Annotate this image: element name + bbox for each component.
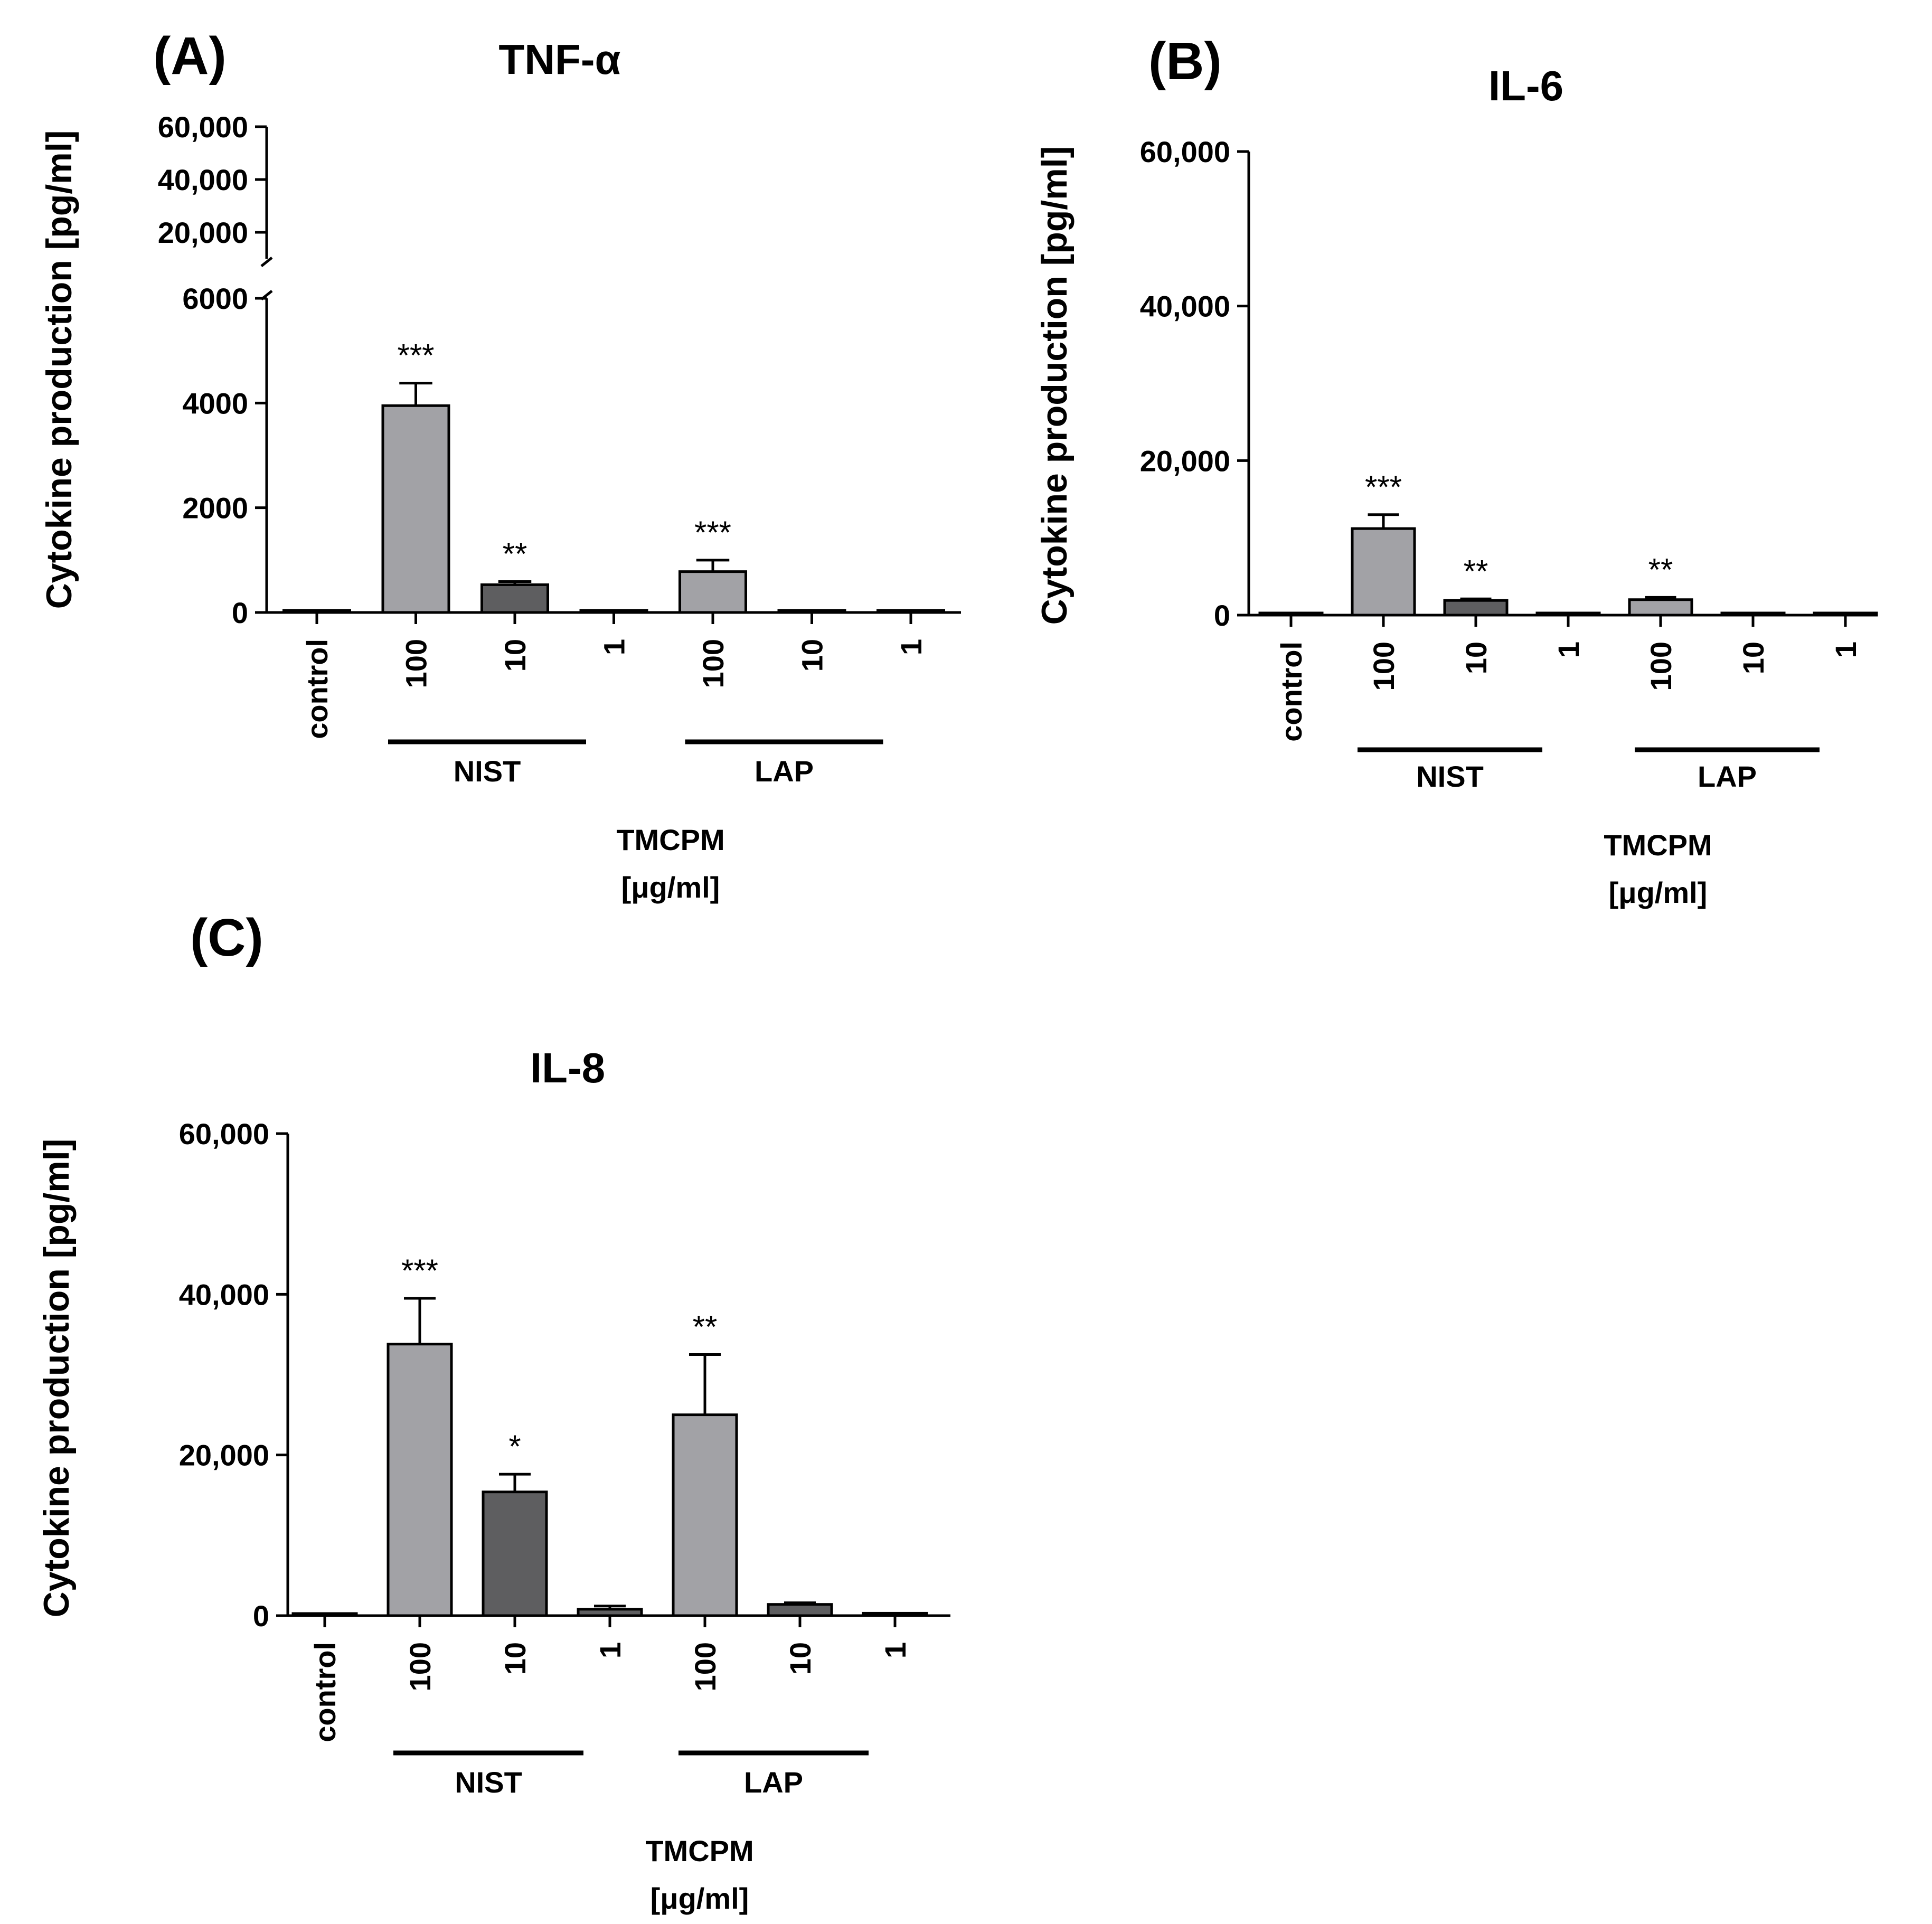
y-tick-label: 60,000 (1140, 135, 1230, 168)
y-tick-label: 40,000 (1140, 290, 1230, 323)
group-label: LAP (755, 754, 814, 788)
y-axis-label: Cytokine production [pg/ml] (39, 130, 79, 609)
x-axis-label: TMCPM (1604, 828, 1712, 862)
significance-label: ** (1648, 552, 1673, 587)
bar (862, 1611, 928, 1617)
y-tick-label: 6000 (182, 282, 248, 315)
bar (672, 1413, 738, 1617)
y-axis-label: Cytokine production [pg/ml] (36, 1139, 77, 1618)
bar (777, 609, 846, 614)
bar (482, 1491, 548, 1617)
x-axis-unit: [μg/ml] (621, 871, 720, 904)
x-tick-label: control (300, 639, 334, 739)
bar (1813, 611, 1878, 617)
chart-title: IL-8 (530, 1044, 605, 1091)
y-tick-label: 40,000 (179, 1278, 269, 1311)
x-axis-label: TMCPM (616, 823, 724, 856)
bar (1351, 527, 1416, 617)
group-label: LAP (744, 1766, 803, 1799)
x-tick-label: 100 (1644, 642, 1677, 691)
y-tick-label: 40,000 (158, 163, 248, 196)
y-tick-label: 20,000 (158, 216, 248, 249)
bar (1535, 611, 1601, 617)
x-tick-label: control (308, 1642, 342, 1742)
chart-title: TNF-α (498, 36, 620, 83)
x-tick-label: 100 (400, 639, 433, 688)
panel-letter: (B) (1148, 32, 1222, 91)
group-label: NIST (454, 754, 521, 788)
x-tick-label: 100 (1367, 642, 1400, 691)
bar (1443, 599, 1509, 617)
bar (877, 609, 945, 614)
x-tick-label: 1 (598, 639, 631, 655)
bar (678, 570, 747, 614)
x-axis-label: TMCPM (645, 1834, 753, 1868)
y-tick-label: 0 (232, 596, 248, 629)
bar (1720, 611, 1786, 617)
x-tick-label: 100 (689, 1642, 722, 1691)
significance-label: ** (1464, 553, 1488, 589)
x-tick-label: 10 (498, 639, 532, 672)
bar (579, 609, 648, 614)
panel-letter: (A) (153, 26, 227, 86)
x-tick-label: 1 (593, 1642, 627, 1658)
significance-label: *** (694, 515, 731, 550)
y-tick-label: 60,000 (179, 1117, 269, 1150)
x-axis-unit: [μg/ml] (651, 1882, 749, 1915)
x-tick-label: 100 (696, 639, 730, 688)
chart-panel-a: (A) TNF-α Cytokine production [pg/ml] 0 2000… (39, 26, 961, 904)
y-tick-label: 2000 (182, 492, 248, 525)
group-label: NIST (455, 1766, 522, 1799)
y-tick-label: 0 (1214, 599, 1230, 632)
x-tick-label: 10 (1737, 642, 1770, 674)
bar (381, 404, 450, 614)
axis-break-mark (260, 257, 273, 267)
significance-label: ** (503, 536, 527, 571)
chart-panel-c: (C) IL-8 Cytokine production [pg/ml] 0 20,00… (36, 908, 950, 1915)
x-tick-label: 1 (894, 639, 928, 655)
bar (282, 609, 351, 614)
group-label: NIST (1416, 760, 1484, 793)
y-axis-label: Cytokine production [pg/ml] (1034, 146, 1075, 625)
significance-label: *** (1365, 469, 1402, 505)
x-tick-label: 100 (403, 1642, 437, 1691)
x-tick-label: 1 (879, 1642, 912, 1658)
group-label: LAP (1698, 760, 1757, 793)
chart-title: IL-6 (1488, 62, 1563, 109)
chart-panel-b: (B) IL-6 Cytokine production [pg/ml] 0 20,00… (1034, 32, 1878, 909)
x-tick-label: 10 (784, 1642, 817, 1675)
significance-label: * (508, 1429, 521, 1464)
x-tick-label: 10 (796, 639, 829, 672)
x-tick-label: control (1275, 642, 1308, 742)
y-tick-label: 20,000 (179, 1439, 269, 1472)
bar (767, 1603, 833, 1617)
bar (291, 1612, 358, 1617)
bar (1258, 611, 1324, 617)
bar (577, 1608, 643, 1617)
panel-letter: (C) (190, 908, 263, 967)
significance-label: *** (401, 1253, 438, 1288)
y-tick-label: 20,000 (1140, 444, 1230, 477)
x-tick-label: 10 (498, 1642, 532, 1675)
y-tick-label: 4000 (182, 386, 248, 420)
bar (387, 1343, 453, 1617)
significance-label: ** (693, 1309, 718, 1344)
y-tick-label: 60,000 (158, 110, 248, 144)
x-tick-label: 10 (1459, 642, 1493, 674)
x-tick-label: 1 (1829, 642, 1862, 658)
bar (480, 583, 549, 614)
x-axis-unit: [μg/ml] (1609, 876, 1708, 909)
bar (1628, 598, 1693, 617)
x-tick-label: 1 (1552, 642, 1585, 658)
significance-label: *** (397, 338, 434, 373)
y-tick-label: 0 (253, 1599, 269, 1633)
